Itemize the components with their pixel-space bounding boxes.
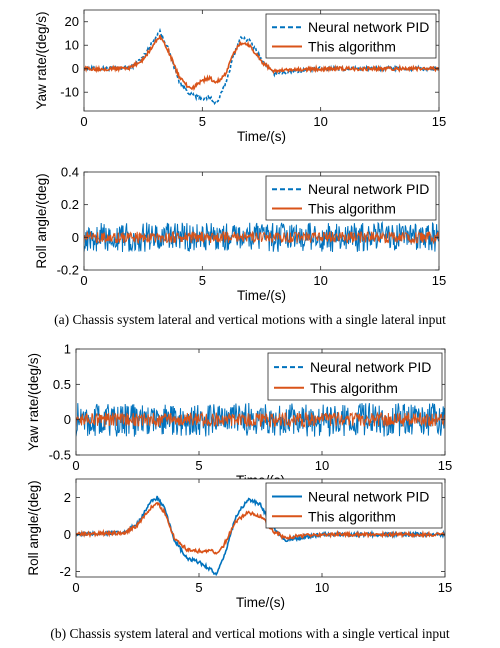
legend: Neural network PID This algorithm [265, 482, 443, 529]
x-tick-label: 5 [199, 273, 206, 288]
x-tick-label: 0 [72, 580, 79, 595]
y-axis-label: Roll angle/(deg) [34, 173, 49, 268]
legend-box [265, 175, 437, 221]
legend-label: This algorithm [308, 39, 396, 55]
y-axis-label: Yaw rate/(deg/s) [26, 353, 41, 451]
series-line-0 [84, 220, 439, 253]
plot-frame [75, 348, 446, 456]
x-tick-label: 5 [199, 114, 206, 129]
y-tick-label: 0 [64, 527, 71, 542]
legend-label: Neural network PID [308, 19, 429, 35]
legend-label: This algorithm [308, 508, 396, 524]
series-line-1 [84, 230, 439, 245]
y-tick-label: 0.5 [53, 377, 71, 392]
legend-label: Neural network PID [308, 181, 429, 197]
x-axis-label: Time/(s) [237, 129, 286, 144]
plot-frame [75, 478, 446, 578]
legend-label: This algorithm [310, 380, 398, 396]
y-tick-label: 0.2 [61, 197, 79, 212]
legend-label: Neural network PID [308, 489, 429, 505]
plot-frame [83, 171, 440, 271]
y-tick-label: 0 [72, 230, 79, 245]
x-tick-label: 10 [315, 580, 329, 595]
y-tick-label: -0.5 [49, 448, 71, 463]
x-tick-label: 15 [438, 458, 452, 473]
plot-frame [83, 9, 440, 112]
legend-box [265, 13, 437, 59]
x-tick-label: 0 [72, 458, 79, 473]
caption-a: (a) Chassis system lateral and vertical … [54, 312, 446, 327]
legend-label: Neural network PID [310, 359, 431, 375]
legend: Neural network PID This algorithm [265, 175, 437, 221]
y-tick-label: -10 [60, 85, 79, 100]
y-tick-label: 0 [72, 61, 79, 76]
x-tick-label: 15 [438, 580, 452, 595]
series-line-1 [76, 411, 445, 429]
y-axis-label: Yaw rate/(deg/s) [34, 11, 49, 109]
x-tick-label: 10 [313, 273, 327, 288]
x-tick-label: 0 [80, 273, 87, 288]
x-axis-label: Time/(s) [237, 288, 286, 303]
y-tick-label: 1 [64, 342, 71, 357]
y-tick-label: 0 [64, 412, 71, 427]
legend-box [265, 482, 443, 529]
x-tick-label: 10 [313, 114, 327, 129]
y-tick-label: 0.4 [61, 165, 79, 180]
y-axis-label: Roll angle/(deg) [26, 480, 41, 575]
x-tick-label: 5 [195, 458, 202, 473]
x-tick-label: 5 [195, 580, 202, 595]
legend: Neural network PID This algorithm [265, 13, 437, 59]
legend-label: This algorithm [308, 201, 396, 217]
caption-b: (b) Chassis system lateral and vertical … [50, 626, 450, 641]
legend: Neural network PID This algorithm [267, 352, 443, 401]
y-tick-label: 20 [65, 14, 79, 29]
y-tick-label: -0.2 [57, 263, 79, 278]
x-axis-label: Time/(s) [236, 595, 285, 610]
x-tick-label: 15 [432, 114, 446, 129]
y-tick-label: -2 [59, 564, 71, 579]
series-line-1 [76, 501, 445, 555]
x-tick-label: 10 [315, 458, 329, 473]
x-tick-label: 0 [80, 114, 87, 129]
y-tick-label: 10 [65, 38, 79, 53]
x-tick-label: 15 [432, 273, 446, 288]
y-tick-label: 2 [64, 490, 71, 505]
series-line-1 [84, 34, 439, 92]
legend-box [267, 352, 443, 401]
